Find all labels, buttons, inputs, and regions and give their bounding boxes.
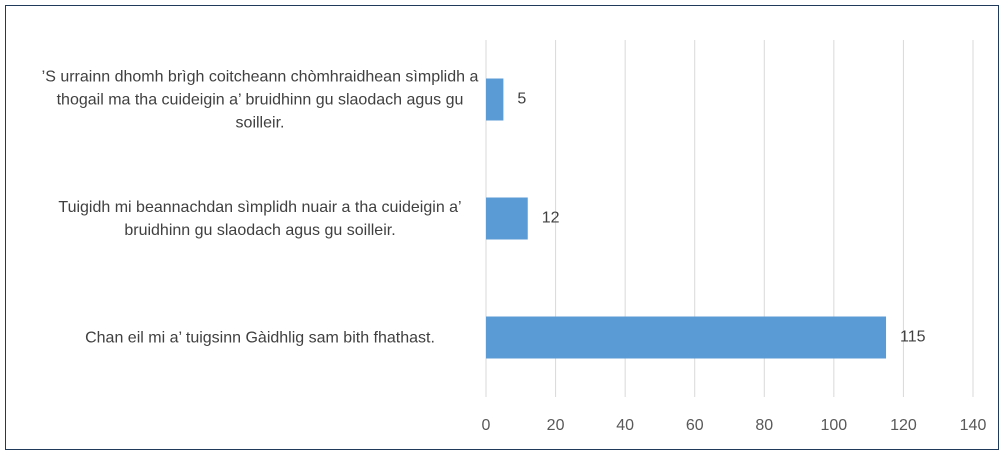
category-label: Chan eil mi a’ tuigsinn Gàidhlig sam bit… [85,329,435,346]
chart-border [5,5,999,450]
x-tick-label: 140 [960,417,987,434]
value-label: 12 [542,210,560,227]
x-tick-label: 60 [686,417,704,434]
value-label: 5 [517,91,526,108]
category-label: ’S urrainn dhomh brìgh coitcheann chòmhr… [41,68,479,131]
x-tick-label: 40 [616,417,634,434]
value-label: 115 [900,329,926,346]
bar [486,78,504,121]
bar [486,197,528,240]
x-tick-label: 80 [755,417,773,434]
x-tick-label: 20 [547,417,565,434]
x-tick-label: 100 [821,417,848,434]
category-label: Tuigidh mi beannachdan sìmplidh nuair a … [58,198,462,239]
x-tick-label: 120 [890,417,917,434]
x-tick-label: 0 [482,417,491,434]
bar [486,316,887,359]
